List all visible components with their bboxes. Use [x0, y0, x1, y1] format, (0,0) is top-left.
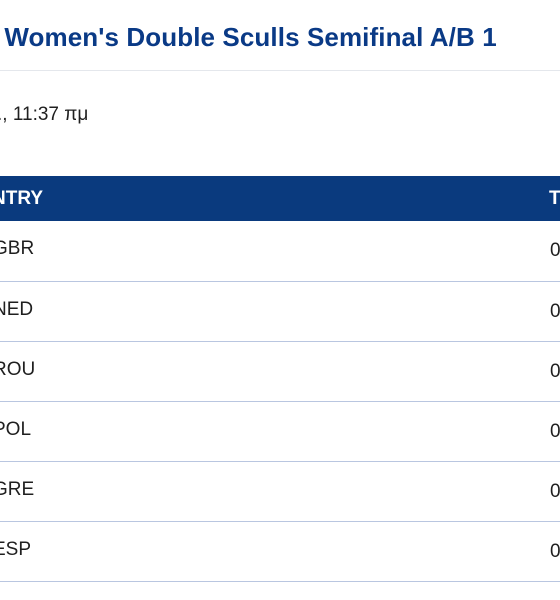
page-title: Women's Double Sculls Semifinal A/B 1 — [0, 22, 497, 53]
table-row[interactable]: ESP 0 — [0, 522, 560, 582]
cell-time: 0 — [550, 481, 560, 502]
cell-country: ESP — [0, 539, 32, 560]
cell-country: NED — [0, 299, 34, 320]
datetime-clipped-prefix: ., — [0, 104, 8, 125]
title-text: Women's Double Sculls Semifinal A/B 1 — [4, 22, 497, 52]
table-row[interactable]: POL 0 — [0, 402, 560, 462]
cell-country: POL — [0, 419, 32, 440]
race-datetime: ., 11:37 πμ — [0, 104, 88, 126]
cell-time: 0 — [550, 421, 560, 442]
table-header: NTRY T — [0, 176, 560, 221]
cell-time: 0 — [550, 240, 560, 261]
column-header-country[interactable]: NTRY — [0, 188, 44, 209]
cell-country: ROU — [0, 359, 36, 380]
cell-time: 0 — [550, 541, 560, 562]
results-table: NTRY T GBR 0 NED 0 ROU 0 POL 0 GRE 0 ESP… — [0, 176, 560, 582]
cell-country: GBR — [0, 238, 35, 259]
table-row[interactable]: GRE 0 — [0, 462, 560, 522]
table-row[interactable]: NED 0 — [0, 282, 560, 342]
column-header-time[interactable]: T — [549, 188, 560, 209]
cell-time: 0 — [550, 361, 560, 382]
cell-country: GRE — [0, 479, 35, 500]
datetime-text: 11:37 πμ — [12, 104, 89, 125]
cell-time: 0 — [550, 301, 560, 322]
table-row[interactable]: GBR 0 — [0, 221, 560, 282]
title-divider — [0, 70, 560, 71]
table-row[interactable]: ROU 0 — [0, 342, 560, 402]
